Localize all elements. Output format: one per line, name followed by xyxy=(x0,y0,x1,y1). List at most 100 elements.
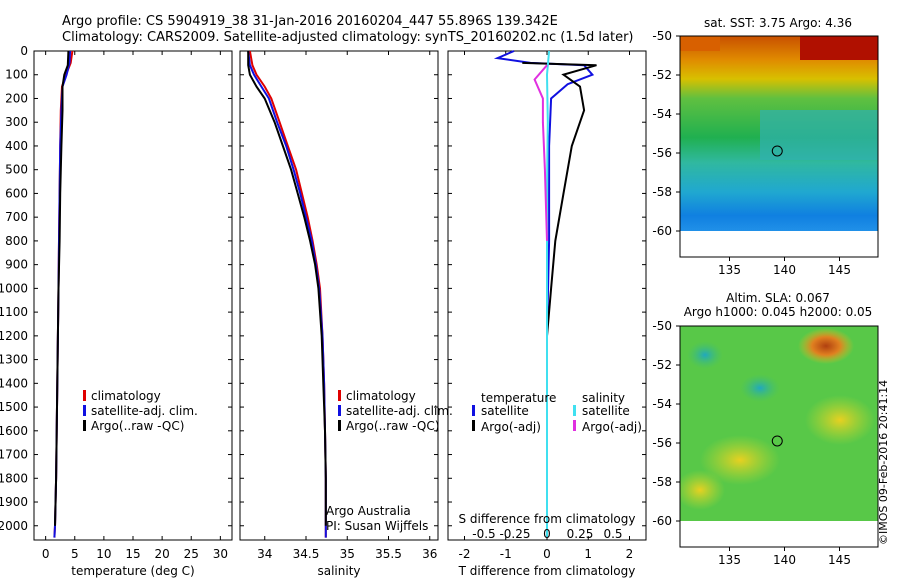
series-line-3 xyxy=(533,64,548,241)
float-position-marker xyxy=(771,435,783,447)
series-line-0 xyxy=(248,50,327,538)
y-tick-label: 1400 xyxy=(0,376,28,390)
y-tick-label: 1000 xyxy=(0,281,28,295)
x-tick-label: 20 xyxy=(154,547,169,561)
s-tick-label: 0 xyxy=(543,527,551,541)
y-tick-label: 400 xyxy=(5,139,28,153)
s-axis-label: S difference from climatology xyxy=(459,512,636,526)
sla-low-patch xyxy=(740,374,780,402)
figure-title-line1: Argo profile: CS 5904919_38 31-Jan-2016 … xyxy=(62,14,558,29)
s-tick-label: 0.5 xyxy=(603,527,622,541)
legend-label-temp-sat: satellite xyxy=(481,404,529,418)
credit-line2: PI: Susan Wijffels xyxy=(326,519,428,533)
map-x-tick-label: 145 xyxy=(828,553,851,567)
map-y-tick-label: -54 xyxy=(652,107,672,121)
x-tick-label: 30 xyxy=(213,547,228,561)
x-tick-label: 34.5 xyxy=(293,547,320,561)
map-x-tick-label: 135 xyxy=(718,553,741,567)
legend-title-salinity: salinity xyxy=(582,391,625,405)
sla-yellow-patch xyxy=(805,395,875,445)
x-tick-label: 5 xyxy=(71,547,79,561)
x-tick-label: 35.5 xyxy=(375,547,402,561)
y-tick-label: 1600 xyxy=(0,424,28,438)
y-tick-label: 700 xyxy=(5,210,28,224)
y-tick-label: 1800 xyxy=(0,471,28,485)
y-tick-label: 1900 xyxy=(0,495,28,509)
x-tick-label: 1 xyxy=(584,547,592,561)
legend-swatch-temp-argo xyxy=(472,420,475,431)
legend-swatch-2 xyxy=(338,420,341,431)
s-tick-label: -0.25 xyxy=(499,527,530,541)
x-tick-label: 34 xyxy=(257,547,272,561)
series-line-2 xyxy=(545,50,551,538)
series-line-1 xyxy=(522,61,597,526)
sla-yellow-patch xyxy=(700,435,780,485)
map-y-tick-label: -58 xyxy=(652,185,672,199)
legend-swatch-sal-argo xyxy=(573,420,576,431)
x-tick-label: 15 xyxy=(125,547,140,561)
series-line-2 xyxy=(247,51,327,526)
s-tick-label: -0.5 xyxy=(472,527,495,541)
map-y-tick-label: -52 xyxy=(652,68,672,82)
map-y-tick-label: -60 xyxy=(652,514,672,528)
map-x-tick-label: 135 xyxy=(718,263,741,277)
legend-swatch-0 xyxy=(83,390,86,401)
series-line-1 xyxy=(247,50,327,538)
legend-swatch-1 xyxy=(83,405,86,416)
x-tick-label: 0 xyxy=(42,547,50,561)
legend-label-0: climatology xyxy=(346,389,416,403)
map-field xyxy=(680,326,878,521)
x-tick-label: 2 xyxy=(626,547,634,561)
x-tick-label: 25 xyxy=(184,547,199,561)
map-y-tick-label: -50 xyxy=(652,29,672,43)
legend-label-temp-argo: Argo(-adj) xyxy=(481,420,541,434)
y-tick-label: 800 xyxy=(5,234,28,248)
map-frame xyxy=(679,35,879,258)
sla-high-patch xyxy=(798,328,854,364)
x-tick-label: -1 xyxy=(500,547,512,561)
legend-title-temperature: temperature xyxy=(481,391,556,405)
x-tick-label: -2 xyxy=(459,547,471,561)
map-x-tick-label: 140 xyxy=(773,263,796,277)
legend-label-2: Argo(..raw -QC) xyxy=(91,419,184,433)
map-panel-sla: -50 -52 -54 -56 -58 -60 135 140 145 xyxy=(652,319,879,567)
map-y-tick-label: -60 xyxy=(652,224,672,238)
y-tick-label: 1700 xyxy=(0,448,28,462)
map-y-tick-label: -58 xyxy=(652,475,672,489)
y-tick-label: 500 xyxy=(5,163,28,177)
map-x-tick-label: 140 xyxy=(773,553,796,567)
figure-title-line2: Climatology: CARS2009. Satellite-adjuste… xyxy=(62,30,634,45)
float-position-marker xyxy=(771,145,783,157)
legend-label-sal-argo: Argo(-adj) xyxy=(582,420,642,434)
legend-swatch-1 xyxy=(338,405,341,416)
credit-line1: Argo Australia xyxy=(326,504,411,518)
panel-frame xyxy=(239,50,439,541)
profile-panel-diff: -2 -1 0 1 2 T difference from climatology temp… xyxy=(447,50,647,578)
y-tick-label: 2000 xyxy=(0,519,28,533)
timestamp-stamp: ©IMOS 09-Feb-2016 20:41:14 xyxy=(877,379,890,545)
y-tick-label: 0 xyxy=(20,44,28,58)
legend-swatch-temp-sat xyxy=(472,405,475,416)
x-tick-label: 0 xyxy=(543,547,551,561)
profile-panel-sal: 34 34.5 35 35.5 36 salinity climatologysatelli… xyxy=(239,50,453,578)
panel-frame xyxy=(33,50,233,541)
sla-yellow-patch xyxy=(680,470,725,510)
legend-label-0: climatology xyxy=(91,389,161,403)
x-tick-label: 36 xyxy=(422,547,437,561)
y-tick-label: 900 xyxy=(5,258,28,272)
series-line-0 xyxy=(493,50,595,538)
y-tick-label: 1300 xyxy=(0,353,28,367)
y-tick-label: 1500 xyxy=(0,400,28,414)
legend-label-sal-sat: satellite xyxy=(582,404,630,418)
map-x-tick-label: 145 xyxy=(828,263,851,277)
x-tick-label: 10 xyxy=(96,547,111,561)
y-tick-label: 1200 xyxy=(0,329,28,343)
profile-panel-temp: 0100200300400500600700800900100011001200… xyxy=(0,44,233,578)
x-axis-label: salinity xyxy=(317,564,360,578)
s-tick-label: 0.25 xyxy=(567,527,594,541)
sst-warm-patch xyxy=(800,36,878,60)
map-y-tick-label: -52 xyxy=(652,358,672,372)
legend-label-2: Argo(..raw -QC) xyxy=(346,419,439,433)
x-tick-label: 35 xyxy=(340,547,355,561)
